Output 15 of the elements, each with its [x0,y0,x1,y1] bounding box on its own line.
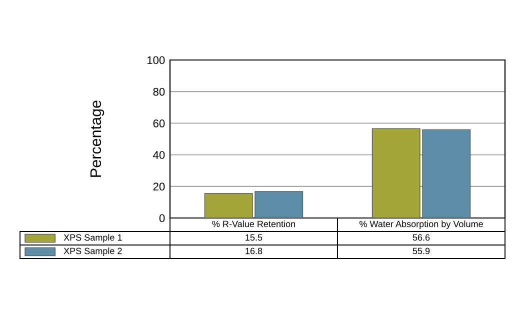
legend-label: XPS Sample 1 [64,234,122,242]
y-tick-label: 100 [147,56,165,64]
x-tick-label: % Water Absorption by Volume [360,220,483,229]
y-tick-label: 20 [153,182,165,191]
data-label: 56.6 [412,234,430,241]
x-tick-label: % R-Value Retention [212,220,295,228]
y-tick-label: 0 [159,214,165,222]
data-label: 16.8 [246,248,262,254]
y-tick-label: 40 [153,151,165,159]
y-tick-label: 60 [153,119,165,128]
legend-label: XPS Sample 2 [64,248,122,256]
y-tick-label: 80 [153,88,165,96]
data-label: 15.5 [246,234,262,241]
y-axis-title: Percentage [90,100,104,177]
data-label: 55.9 [412,248,430,254]
